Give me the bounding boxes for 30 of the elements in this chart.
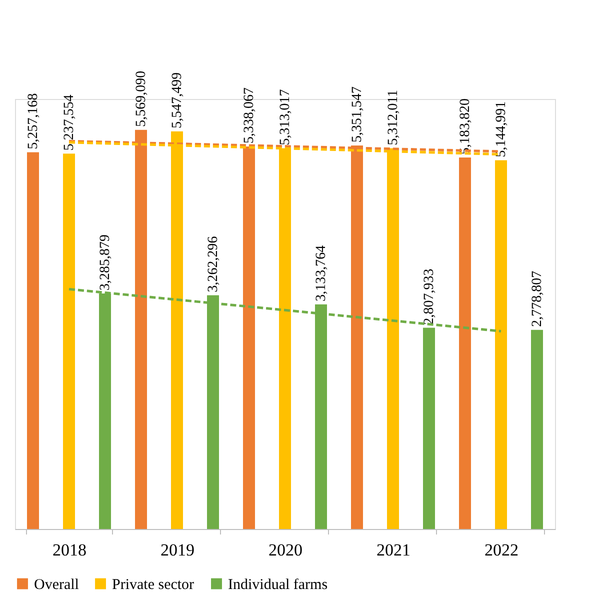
data-label: 3,133,764: [314, 245, 329, 302]
data-label: 5,183,820: [458, 98, 473, 154]
data-label: 5,237,554: [62, 94, 77, 151]
x-tick-label: 2019: [160, 540, 194, 560]
bar: [531, 330, 543, 529]
data-label: 5,547,499: [170, 72, 185, 128]
data-label: 3,285,879: [98, 234, 113, 291]
x-tick-label: 2020: [268, 540, 302, 560]
data-label: 5,257,168: [26, 93, 41, 150]
x-tick-label: 2022: [484, 540, 518, 560]
data-label: 5,313,017: [278, 89, 293, 146]
data-label: 5,312,011: [386, 90, 401, 146]
x-tick-label: 2018: [52, 540, 86, 560]
data-label: 2,778,807: [530, 270, 545, 327]
bar: [459, 157, 471, 529]
legend-label: Individual farms: [228, 576, 328, 593]
x-tick-label: 2021: [376, 540, 410, 560]
legend-label: Overall: [34, 576, 79, 593]
data-label: 5,338,067: [242, 87, 257, 144]
legend-label: Private sector: [112, 576, 194, 593]
data-label: 5,569,090: [134, 70, 149, 127]
bar: [495, 160, 507, 529]
data-label: 2,807,933: [422, 268, 437, 325]
bar: [243, 146, 255, 529]
bar: [423, 328, 435, 529]
bar: [27, 152, 39, 529]
data-label: 3,262,296: [206, 236, 221, 292]
data-label: 5,144,991: [494, 101, 509, 158]
data-label: 5,351,547: [350, 86, 365, 142]
bar: [63, 154, 75, 529]
